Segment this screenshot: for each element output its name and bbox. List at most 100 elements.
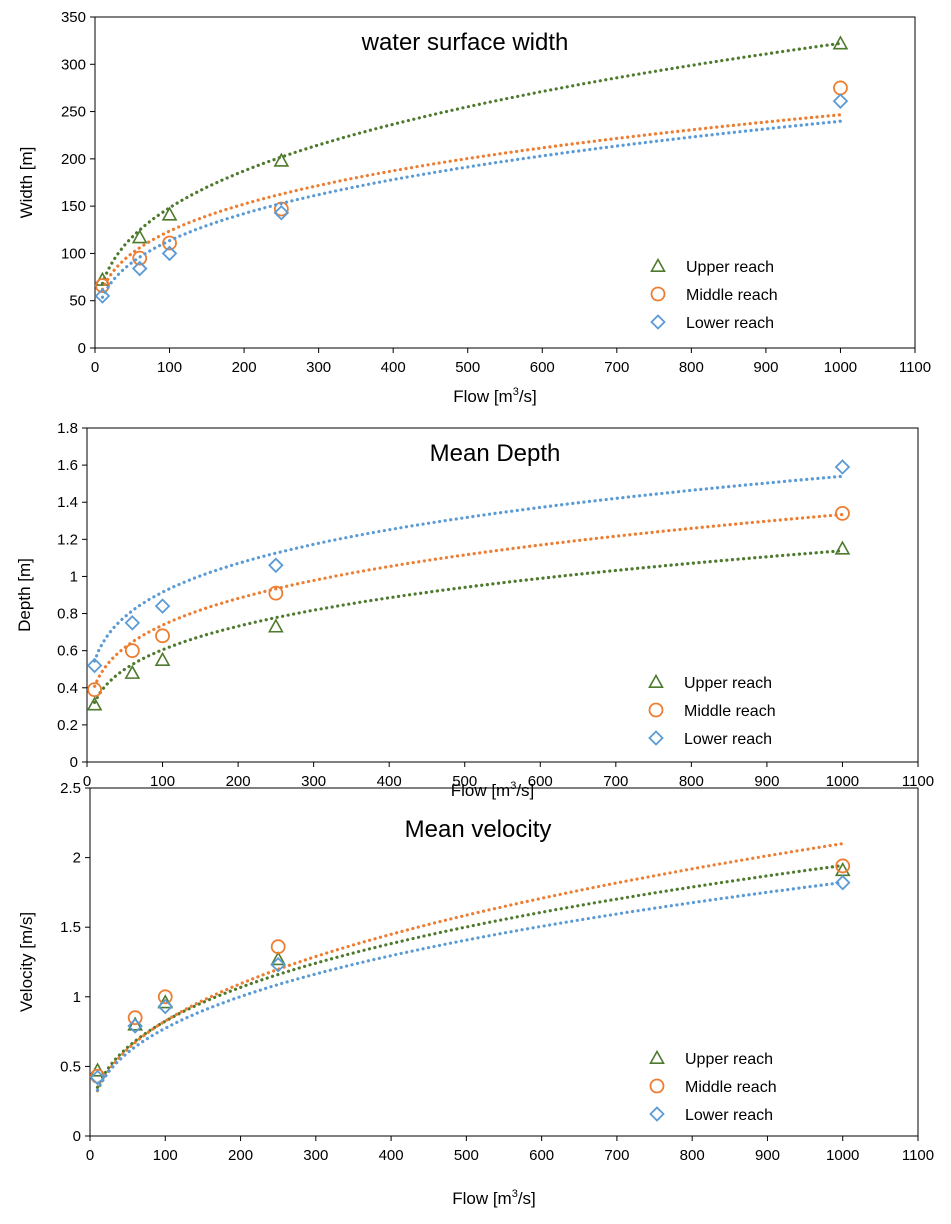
- data-point: [832, 35, 849, 50]
- data-point: [157, 998, 174, 1015]
- y-tick-label: 1.2: [57, 531, 78, 548]
- data-point: [270, 957, 286, 973]
- legend-marker: [649, 1078, 665, 1094]
- x-tick-label: 700: [604, 359, 629, 376]
- data-point: [131, 229, 148, 244]
- x-tick-label: 700: [603, 773, 628, 790]
- y-tick-label: 200: [61, 151, 86, 168]
- y-tick-label: 0.4: [57, 680, 78, 697]
- legend-label: Middle reach: [686, 287, 778, 304]
- x-tick-label: 400: [379, 1147, 404, 1164]
- plot-frame: [89, 787, 919, 1137]
- y-tick-label: 300: [61, 56, 86, 73]
- x-tick-label: 900: [754, 773, 779, 790]
- y-tick-label: 0: [73, 1128, 81, 1145]
- data-point: [154, 598, 171, 614]
- data-point: [87, 682, 102, 698]
- data-point: [835, 505, 850, 521]
- y-tick-label: 0: [78, 340, 86, 357]
- data-point: [94, 288, 111, 304]
- x-tick-label: 300: [301, 773, 326, 790]
- x-tick-label: 500: [455, 359, 480, 376]
- x-tick-label: 500: [454, 1147, 479, 1164]
- data-point: [124, 664, 141, 679]
- data-point: [268, 557, 284, 574]
- plot-frame: [94, 16, 916, 349]
- x-axis-label: Flow [m3/s]: [451, 780, 535, 800]
- x-axis-label-tail: /s]: [519, 387, 537, 406]
- y-tick-label: 1: [73, 989, 81, 1006]
- data-point: [273, 152, 290, 167]
- legend-label: Middle reach: [685, 1079, 777, 1096]
- y-tick-label: 0.8: [57, 606, 78, 623]
- y-tick-label: 0.5: [60, 1058, 81, 1075]
- data-point: [273, 204, 290, 221]
- series-upper-reach: [94, 35, 849, 286]
- y-tick-label: 2.5: [60, 780, 81, 797]
- x-axis-label-main: Flow [m: [451, 781, 511, 800]
- x-tick-label: 1000: [826, 773, 859, 790]
- data-point: [834, 540, 851, 555]
- trendline: [95, 842, 845, 1093]
- trendline: [100, 41, 843, 286]
- trendline: [100, 119, 843, 299]
- x-tick-label: 400: [377, 773, 402, 790]
- legend-marker: [650, 257, 666, 273]
- x-tick-label: 700: [604, 1147, 629, 1164]
- legend-marker: [650, 314, 666, 330]
- x-tick-label: 500: [452, 773, 477, 790]
- data-point: [90, 1068, 105, 1084]
- data-point: [155, 628, 170, 644]
- legend-marker: [649, 1106, 665, 1122]
- data-point: [132, 250, 148, 266]
- x-tick-label: 1000: [824, 359, 857, 376]
- legend: Upper reach Middle reach Lower reach: [648, 673, 776, 748]
- data-point: [268, 585, 284, 601]
- series-lower-reach: [86, 459, 851, 674]
- x-tick-label: 900: [755, 1147, 780, 1164]
- data-point: [832, 93, 849, 109]
- x-axis-label-sup: 3: [512, 1188, 518, 1200]
- chart-title: water surface width: [361, 29, 569, 56]
- data-point: [835, 858, 851, 874]
- data-point: [161, 245, 178, 262]
- data-point: [124, 615, 141, 631]
- legend-label: Lower reach: [684, 731, 772, 748]
- data-point: [86, 657, 103, 674]
- series-middle-reach: [87, 505, 850, 698]
- data-point: [89, 1069, 106, 1086]
- x-tick-label: 600: [530, 359, 555, 376]
- data-point: [154, 651, 171, 666]
- data-point: [86, 696, 103, 711]
- data-point: [95, 278, 110, 293]
- y-tick-label: 1.4: [57, 494, 78, 511]
- x-tick-label: 800: [679, 773, 704, 790]
- legend: Upper reach Middle reach Lower reach: [650, 257, 778, 332]
- y-tick-label: 0.6: [57, 643, 78, 660]
- series-middle-reach: [90, 842, 851, 1093]
- y-tick-label: 250: [61, 104, 86, 121]
- trendline: [100, 113, 843, 291]
- x-axis-label-tail: /s]: [516, 781, 534, 800]
- data-point: [131, 260, 148, 277]
- y-tick-label: 150: [61, 198, 86, 215]
- x-tick-label: 1100: [902, 773, 934, 790]
- y-axis-label: Depth [m]: [15, 558, 34, 632]
- data-point: [834, 459, 851, 475]
- legend-marker: [648, 730, 664, 746]
- chart-panel-3: 0 100 200 300 400 500 600 700 800 900 1000 1100 0 0.5…: [17, 780, 934, 1208]
- x-tick-label: 0: [91, 359, 99, 376]
- legend-label: Upper reach: [685, 1051, 773, 1068]
- trendline: [93, 512, 845, 688]
- data-point: [270, 951, 287, 966]
- data-point: [127, 1018, 143, 1034]
- data-point: [124, 643, 140, 659]
- legend-marker: [649, 1049, 665, 1064]
- series-lower-reach: [89, 874, 851, 1092]
- series-lower-reach: [94, 93, 849, 304]
- legend: Upper reach Middle reach Lower reach: [649, 1049, 777, 1124]
- x-tick-label: 300: [306, 359, 331, 376]
- x-axis-label-main: Flow [m: [452, 1189, 512, 1208]
